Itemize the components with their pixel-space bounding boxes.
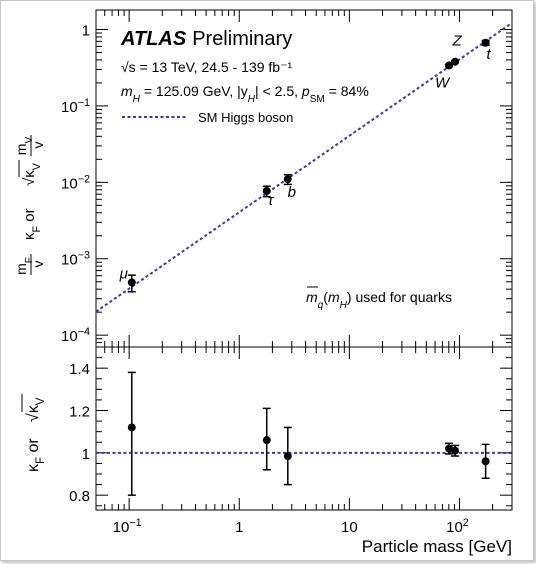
chart-labels: 10−4 10−3 10−2 10−1 1 0.8 1 1.2 1.4 10−1 1 10 102 μ τ b… [13,23,512,556]
sm-higgs-line [95,22,513,313]
ylabel-bottom-sqrt-kappa-v: √κV [25,397,47,422]
ylabel-bottom-kappa-f: κF or [25,438,47,472]
ratio-point-z-boson-marker [451,446,460,455]
point-muon-marker [127,278,136,287]
point-w-boson-marker [445,61,454,70]
y-tick-label-bottom: 0.8 [69,488,90,505]
particle-label-tau: τ [268,192,275,209]
y-tick-label-top: 10−3 [61,250,90,269]
x-tick-label: 10−1 [113,517,142,536]
ratio-point-top-marker [481,457,490,466]
quark-mass-note: mq(mH) used for quarks [306,289,452,311]
y-tick-label-top: 10−1 [61,97,90,116]
bottom-panel [95,346,513,511]
particle-label-top: t [487,46,492,63]
title-preliminary: Preliminary [192,28,292,50]
ratio-point-w-boson-marker [445,444,454,453]
y-tick-label-top: 10−2 [61,173,90,192]
particle-label-z-boson: Z [451,33,462,50]
chart-title: ATLAS Preliminary [120,28,292,50]
x-tick-label: 10 [341,519,358,536]
ylabel-frac2-den: v [30,142,46,149]
particle-label-bottom: b [288,184,296,201]
particle-label-muon: μ [119,265,128,282]
y-tick-label-bottom: 1.2 [69,404,90,421]
legend-label: SM Higgs boson [198,110,293,125]
x-tick-label: 1 [235,519,243,536]
y-axis-label-bottom: κF or √κV [21,394,47,472]
x-axis-label: Particle mass [GeV] [362,537,512,556]
ratio-point-bottom-marker [283,452,292,461]
point-bottom-marker [283,175,292,184]
y-tick-label-bottom: 1.4 [69,361,90,378]
ratio-point-muon-marker [127,423,136,432]
y-tick-label-bottom: 1 [82,446,90,463]
info-mass-line: mH = 125.09 GeV, |yH| < 2.5, pSM = 84% [121,83,369,105]
ylabel-frac1-den: v [30,261,46,268]
ylabel-frac1-num: mF [13,257,35,275]
y-tick-label-top: 1 [82,23,90,40]
y-tick-label-top: 10−4 [61,326,90,345]
point-tau-marker [262,187,271,196]
ylabel-sqrt-kappa-v: √κV [21,162,43,186]
ratio-point-tau-marker [262,436,271,445]
ylabel-kappa-f: κF or [21,208,43,240]
point-z-boson-marker [451,57,460,66]
point-top-marker [481,38,490,47]
bottom-plot-area [95,346,513,511]
info-energy-lumi: √s = 13 TeV, 24.5 - 139 fb⁻¹ [121,59,292,75]
title-atlas: ATLAS [120,28,187,50]
particle-label-w-boson: W [435,75,451,92]
ylabel-frac2-num: mV [13,137,35,156]
x-tick-label: 102 [446,517,469,536]
